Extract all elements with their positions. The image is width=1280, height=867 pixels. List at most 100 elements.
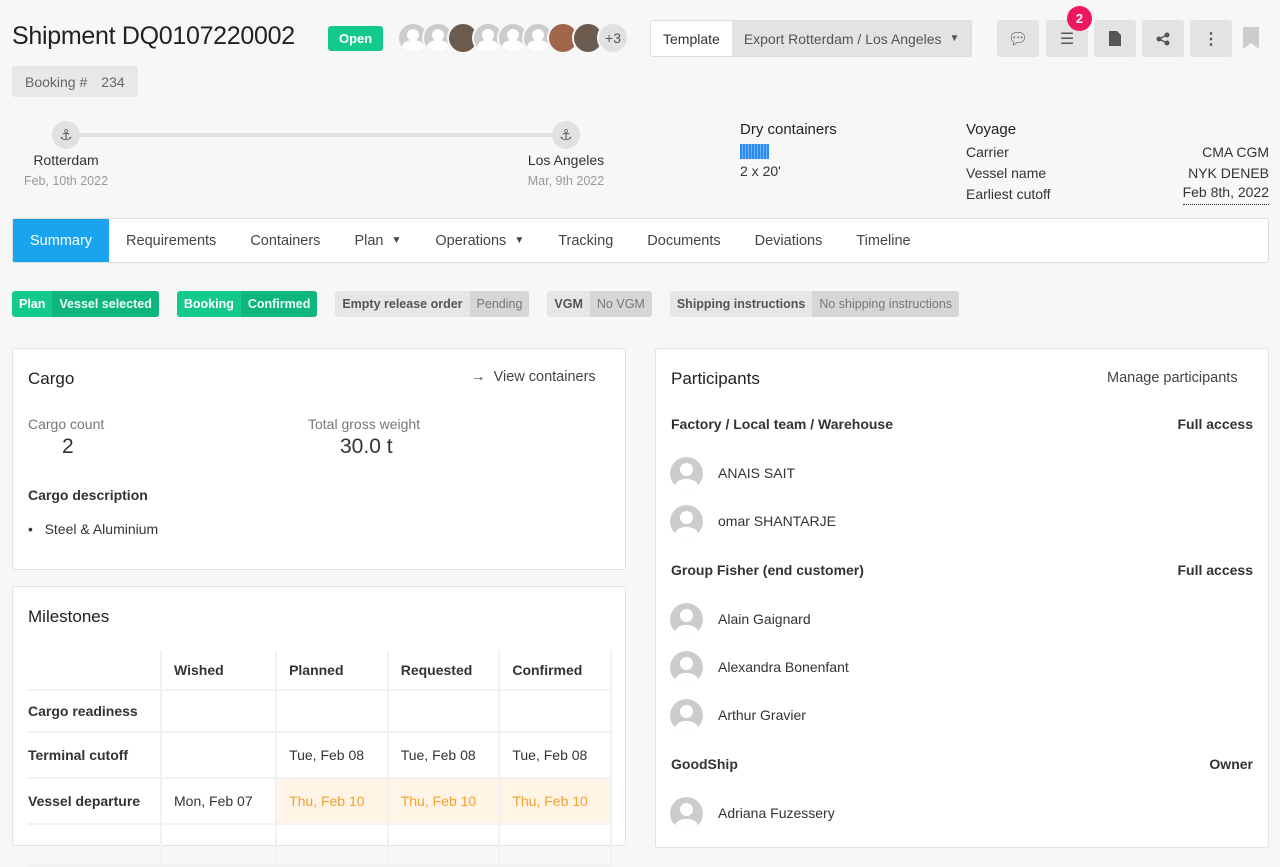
voyage-title: Voyage xyxy=(966,121,1017,138)
tab-summary[interactable]: Summary xyxy=(13,219,110,262)
avatar[interactable] xyxy=(497,22,529,54)
milestones-columns-0: Wished xyxy=(159,650,278,691)
avatar xyxy=(670,504,703,538)
milestones-table: Wished Planned Requested Confirmed Cargo re… xyxy=(28,650,612,867)
route-line xyxy=(66,133,566,137)
milestones-rows-2-cells-0: Mon, Feb 07 xyxy=(159,777,278,825)
tab-containers[interactable]: Containers xyxy=(233,219,337,262)
participants-card: Participants Manage participants Factory… xyxy=(655,348,1269,848)
participants-groups-0-access: Full access xyxy=(1177,416,1254,432)
booking-status: Booking Confirmed xyxy=(176,291,318,317)
cutoff-label: Earliest cutoff xyxy=(966,186,1051,202)
list-item: Alexandra Bonenfant xyxy=(656,643,1268,691)
milestones-columns-3: Confirmed xyxy=(498,650,612,691)
page-title: Shipment DQ0107220002 xyxy=(12,22,295,50)
milestones-rows-2-cells-1: Thu, Feb 10 xyxy=(275,777,389,825)
tab-timeline[interactable]: Timeline xyxy=(839,219,927,262)
carrier-value: CMA CGM xyxy=(1202,144,1269,160)
tab-requirements[interactable]: Requirements xyxy=(109,219,233,262)
cargo-count: 2 xyxy=(62,435,74,458)
document-icon xyxy=(1109,31,1121,46)
comments-button[interactable]: 💬︎ xyxy=(997,20,1039,57)
caret-down-icon: ▼ xyxy=(391,235,402,246)
anchor-icon: ⚓︎ xyxy=(552,121,580,149)
chips-3-b: No VGM xyxy=(589,291,652,317)
cargo-card: Cargo → View containers Cargo count 2 To… xyxy=(12,348,626,570)
tabs-6-label: Documents xyxy=(647,232,721,249)
containers-value: 2 x 20' xyxy=(740,163,781,179)
origin-date: Feb, 10th 2022 xyxy=(23,174,109,188)
milestones-rows-0-cells-1 xyxy=(275,689,389,733)
milestones-rows-0-cells-3 xyxy=(498,689,612,733)
comment-icon: 💬︎ xyxy=(1007,30,1029,48)
bookmark-icon[interactable] xyxy=(1243,27,1259,49)
list-item: Adriana Fuzessery xyxy=(656,789,1268,837)
tabs-0-label: Summary xyxy=(30,232,93,249)
tabs-4-label: Operations xyxy=(435,232,507,249)
cargo-view_link: View containers xyxy=(493,369,596,385)
template-selector[interactable]: Template Export Rotterdam / Los Angeles ▼ xyxy=(650,20,973,57)
tab-documents[interactable]: Documents xyxy=(630,219,737,262)
participants-groups-1-name: Group Fisher (end customer) xyxy=(671,562,864,578)
arrow-right-icon: → xyxy=(471,369,486,385)
document-button[interactable] xyxy=(1094,20,1136,57)
milestones-rows-2-label: Vessel departure xyxy=(28,777,162,825)
destination-date: Mar, 9th 2022 xyxy=(527,174,605,188)
participants-groups-1-access: Full access xyxy=(1177,562,1254,578)
chips-3-a: VGM xyxy=(547,291,590,317)
destination-port: Los Angeles xyxy=(527,152,605,168)
tabs-2-label: Containers xyxy=(250,232,321,249)
milestones-rows-0-cells-0 xyxy=(159,689,278,733)
avatar xyxy=(670,602,703,636)
cargo-count-label: Cargo count xyxy=(28,416,105,432)
booking-label: Booking # xyxy=(25,73,88,90)
vgm-status: VGM No VGM xyxy=(547,291,652,317)
participants-groups-1-members-0: Alain Gaignard xyxy=(718,611,811,627)
manage-participants-link[interactable]: Manage participants xyxy=(1107,370,1238,386)
gross-weight-label: Total gross weight xyxy=(308,416,421,432)
checklist-icon: ☰ xyxy=(1059,30,1075,48)
tab-bar: Summary Requirements Containers Plan ▼ Op… xyxy=(12,218,1269,263)
milestones-rows-2-cells-2: Thu, Feb 10 xyxy=(386,777,501,825)
milestones-rows-1-cells-0 xyxy=(159,731,278,779)
vessel-label: Vessel name xyxy=(966,165,1047,181)
tabs-7-label: Deviations xyxy=(754,232,823,249)
caret-down-icon: ▼ xyxy=(949,33,960,44)
milestones-columns-2: Requested xyxy=(386,650,501,691)
participants-groups-0-members-0: ANAIS SAIT xyxy=(718,465,796,481)
status-badge: Open xyxy=(328,26,384,51)
tab-operations[interactable]: Operations ▼ xyxy=(418,219,541,262)
participants-groups-0-members-1: omar SHANTARJE xyxy=(718,513,836,529)
voyage-details: Carrier CMA CGM Vessel name NYK DENEB Earl… xyxy=(966,142,1269,205)
more-participants[interactable]: +3 xyxy=(597,22,629,54)
share-icon xyxy=(1156,32,1170,45)
avatar xyxy=(670,650,703,684)
caret-down-icon: ▼ xyxy=(514,235,525,246)
participant-group: GoodShip Owner xyxy=(656,753,1268,775)
shipping-instructions-status: Shipping instructions No shipping instruc… xyxy=(669,291,960,317)
more-button[interactable]: ⋮ xyxy=(1190,20,1232,57)
cargo-item: • Steel & Aluminium xyxy=(28,521,159,537)
milestones-rows-0-label: Cargo readiness xyxy=(28,689,162,733)
milestones-rows-2-cells-3: Thu, Feb 10 xyxy=(498,777,612,825)
milestones-card: Milestones Wished Planned Requested Confirm… xyxy=(12,586,626,867)
view-containers-link[interactable]: → View containers xyxy=(471,369,596,385)
tab-plan[interactable]: Plan ▼ xyxy=(337,219,418,262)
tab-deviations[interactable]: Deviations xyxy=(738,219,840,262)
participant-group: Group Fisher (end customer) Full access xyxy=(656,559,1268,581)
avatar xyxy=(670,456,703,490)
status-chips: Plan Vessel selected Booking Confirmed Emp… xyxy=(12,291,960,317)
milestones-rows-0-cells-2 xyxy=(386,689,501,733)
list-item: omar SHANTARJE xyxy=(656,497,1268,545)
template-label: Template xyxy=(651,21,732,56)
tab-tracking[interactable]: Tracking xyxy=(541,219,630,262)
avatar xyxy=(670,698,703,732)
template-dropdown[interactable]: Export Rotterdam / Los Angeles ▼ xyxy=(731,21,972,56)
chips-0-a: Plan xyxy=(12,291,53,317)
milestones-rows-1-label: Terminal cutoff xyxy=(28,731,162,779)
chips-1-a: Booking xyxy=(176,291,241,317)
participant-avatars[interactable]: +3 xyxy=(397,22,629,54)
list-item: Alain Gaignard xyxy=(656,595,1268,643)
share-button[interactable] xyxy=(1142,20,1184,57)
chips-2-b: Pending xyxy=(469,291,530,317)
